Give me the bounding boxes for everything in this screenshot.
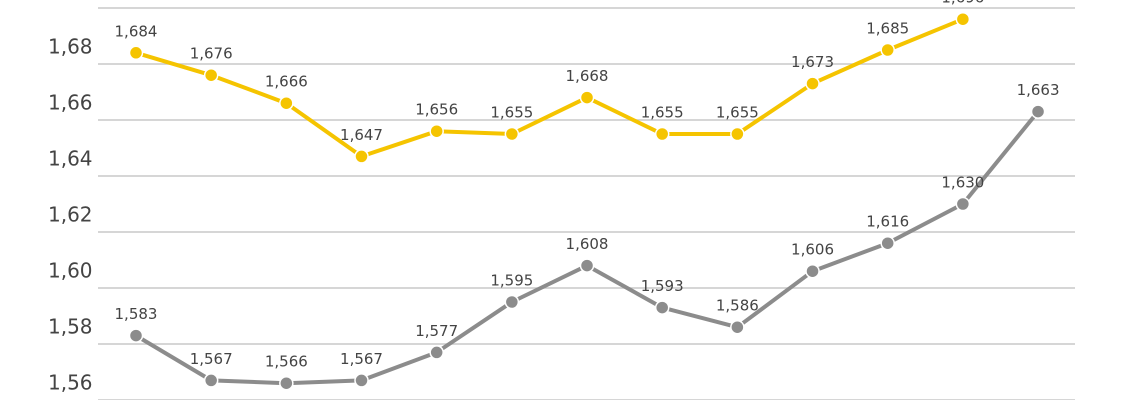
value-label: 1,595 — [490, 272, 533, 290]
data-point — [279, 95, 294, 111]
value-label: 1,608 — [566, 235, 609, 253]
data-point — [1030, 104, 1046, 119]
data-point — [730, 319, 745, 335]
data-point — [504, 126, 520, 142]
y-tick-label: 1,58 — [48, 315, 93, 339]
data-point — [203, 373, 219, 388]
value-label: 1,583 — [115, 305, 158, 323]
data-point — [354, 373, 369, 388]
value-label: 1,673 — [791, 53, 834, 71]
value-label: 1,616 — [866, 213, 909, 231]
data-point — [504, 294, 520, 310]
value-label: 1,586 — [716, 297, 759, 315]
value-label: 1,676 — [190, 45, 233, 63]
data-point — [805, 76, 820, 91]
y-tick-label: 1,64 — [48, 147, 93, 171]
y-tick-label: 1,60 — [48, 259, 93, 283]
series-line — [135, 17, 964, 159]
value-label: 1,666 — [265, 73, 308, 91]
data-point — [128, 45, 144, 61]
data-point — [955, 11, 971, 27]
y-tick-label: 1,56 — [48, 371, 93, 395]
data-point — [429, 345, 444, 360]
value-label: 1,630 — [941, 174, 984, 192]
data-point — [579, 90, 595, 105]
value-label: 1,593 — [641, 277, 684, 295]
value-label: 1,685 — [866, 20, 909, 38]
value-label: 1,567 — [340, 350, 383, 368]
data-point — [654, 300, 670, 315]
data-point — [128, 328, 144, 343]
data-point — [805, 263, 820, 279]
y-tick-label: 1,68 — [48, 35, 93, 59]
value-label: 1,567 — [190, 350, 233, 368]
data-point — [955, 196, 971, 212]
value-label: 1,684 — [115, 22, 158, 40]
data-point — [429, 123, 444, 139]
value-label: 1,655 — [716, 104, 759, 122]
data-point — [203, 67, 219, 83]
data-point — [654, 126, 670, 142]
data-point — [279, 375, 294, 391]
value-label: 1,566 — [265, 353, 308, 371]
data-point — [880, 235, 895, 251]
value-label: 1,655 — [641, 104, 684, 122]
value-label: 1,668 — [566, 67, 609, 85]
value-label: 1,696 — [941, 0, 984, 7]
value-label: 1,577 — [415, 322, 458, 340]
y-tick-label: 1,70 — [48, 0, 93, 3]
value-label: 1,663 — [1017, 81, 1060, 99]
value-label: 1,647 — [340, 126, 383, 144]
data-point — [880, 42, 895, 58]
value-label: 1,606 — [791, 241, 834, 259]
data-point — [579, 258, 595, 273]
y-tick-label: 1,66 — [48, 91, 93, 115]
data-point — [354, 149, 369, 164]
value-label: 1,656 — [415, 101, 458, 119]
value-label: 1,655 — [490, 104, 533, 122]
data-point — [730, 126, 745, 142]
y-tick-label: 1,62 — [48, 203, 93, 227]
